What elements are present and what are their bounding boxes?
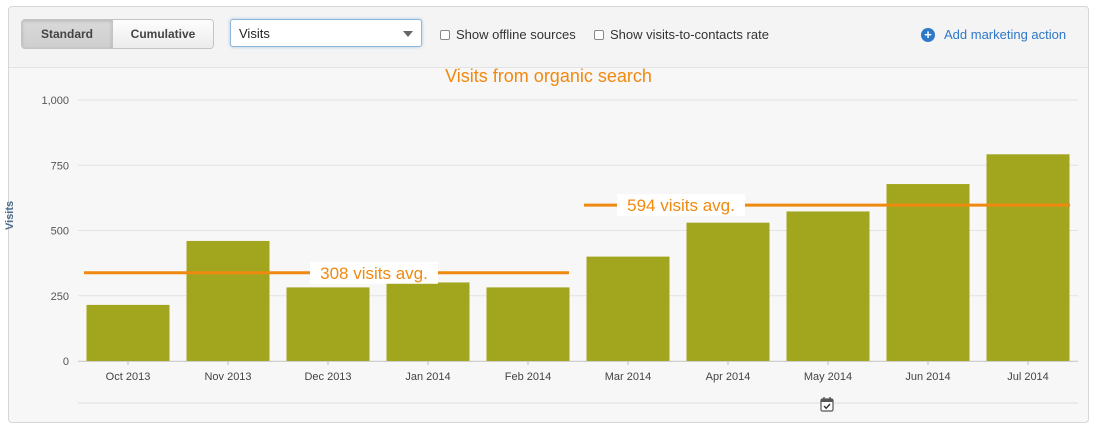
show-visits-to-contacts-rate-checkbox[interactable]: Show visits-to-contacts rate [594,27,769,42]
x-tick-label: Feb 2014 [505,371,551,383]
checkbox-label: Show visits-to-contacts rate [610,27,769,42]
standard-button[interactable]: Standard [22,20,113,48]
average-label: 308 visits avg. [320,264,428,283]
x-tick-label: Jun 2014 [905,371,950,383]
add-marketing-action-label: Add marketing action [944,27,1067,42]
show-offline-sources-checkbox[interactable]: Show offline sources [440,27,576,42]
y-tick-label: 750 [51,160,69,172]
average-label-bg [617,194,745,217]
bar [186,240,270,361]
y-tick-label: 0 [63,356,69,368]
add-marketing-action-link[interactable]: + Add marketing action [921,27,1066,42]
bar [786,211,870,361]
calendar-check-icon[interactable] [820,396,834,412]
toolbar: Standard Cumulative Visits Show offline … [9,7,1088,68]
x-tick-label: May 2014 [804,371,852,383]
bar [886,184,970,361]
y-tick-label: 250 [51,291,69,303]
x-tick-label: Oct 2013 [106,371,151,383]
chart-title: Visits from organic search [445,66,652,86]
x-tick-label: Mar 2014 [605,371,651,383]
chevron-down-icon [403,31,413,37]
bar [986,154,1070,361]
bar [686,222,770,361]
x-tick-label: Jan 2014 [405,371,450,383]
bar [286,287,370,361]
checkbox-box[interactable] [440,29,450,40]
bar [586,256,670,361]
metric-select-value: Visits [239,25,270,41]
y-tick-label: 500 [51,226,69,238]
average-label-bg [310,261,438,284]
view-toggle: Standard Cumulative [21,19,214,49]
average-label: 594 visits avg. [627,196,735,215]
cumulative-button[interactable]: Cumulative [113,20,213,48]
bar [486,287,570,361]
checkbox-box[interactable] [594,29,604,40]
y-tick-label: 1,000 [41,95,69,107]
checkbox-label: Show offline sources [456,27,576,42]
x-tick-label: Apr 2014 [706,371,751,383]
x-tick-label: Jul 2014 [1007,371,1049,383]
bar [386,282,470,361]
x-tick-label: Nov 2013 [204,371,251,383]
plus-circle-icon: + [921,27,935,42]
x-tick-label: Dec 2013 [304,371,351,383]
metric-select[interactable]: Visits [230,19,422,47]
bar [86,304,170,361]
